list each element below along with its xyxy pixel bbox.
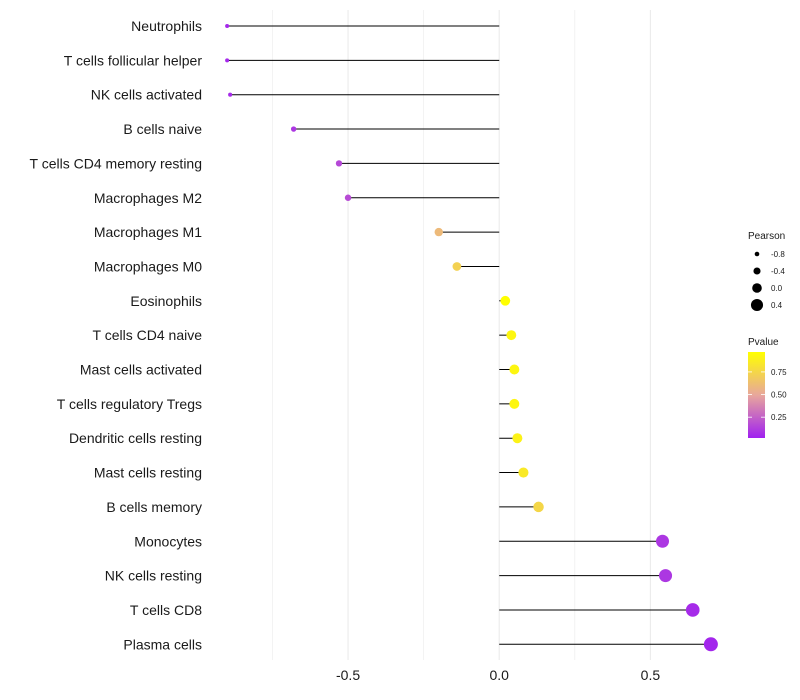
size-legend-label: 0.4: [771, 301, 783, 310]
point-layer: [225, 24, 718, 652]
size-legend-key: [752, 283, 762, 293]
size-legend-label: -0.4: [771, 267, 785, 276]
x-tick-label: 0.0: [490, 667, 510, 683]
lollipop-point: [344, 194, 352, 201]
size-legend-label: -0.8: [771, 250, 785, 259]
color-legend-title: Pvalue: [748, 337, 779, 348]
category-label: Neutrophils: [131, 18, 202, 34]
lollipop-point: [452, 262, 462, 271]
category-label: T cells follicular helper: [64, 52, 203, 68]
category-label: Macrophages M0: [94, 258, 202, 274]
lollipop-point: [225, 58, 230, 63]
size-legend: Pearson -0.8 -0.4 0.0 0.4: [748, 231, 785, 312]
category-label: B cells naive: [123, 121, 202, 137]
size-legend-label: 0.0: [771, 284, 783, 293]
lollipop-point: [703, 637, 718, 652]
category-label: T cells CD4 memory resting: [30, 155, 202, 171]
lollipop-point: [500, 295, 511, 306]
size-legend-key: [750, 298, 764, 312]
x-tick-label: -0.5: [336, 667, 360, 683]
lollipop-point: [506, 330, 517, 341]
lollipop-point: [290, 126, 297, 132]
category-label: T cells CD4 naive: [93, 327, 203, 343]
size-legend-title: Pearson: [748, 231, 785, 242]
color-legend-label: 0.25: [771, 413, 787, 422]
x-tick-label: 0.5: [641, 667, 661, 683]
color-legend-label: 0.50: [771, 391, 787, 400]
x-axis-ticks: -0.5 0.0 0.5: [336, 667, 660, 683]
category-label: Macrophages M1: [94, 224, 202, 240]
lollipop-point: [228, 92, 233, 97]
color-legend-bar: [748, 352, 765, 438]
size-legend-key: [753, 267, 761, 275]
category-label: NK cells activated: [91, 87, 202, 103]
lollipop-point: [509, 364, 520, 375]
lollipop-point: [658, 569, 673, 583]
lollipop-point: [509, 398, 520, 409]
category-label: Mast cells resting: [94, 465, 202, 481]
lollipop-point: [518, 467, 529, 478]
category-label: NK cells resting: [105, 568, 202, 584]
lollipop-point: [225, 24, 230, 28]
category-label: B cells memory: [106, 499, 202, 515]
lollipop-point: [533, 501, 544, 513]
category-label: Dendritic cells resting: [69, 430, 202, 446]
lollipop-point: [685, 603, 700, 617]
grid-layer: [272, 10, 651, 660]
category-labels: Neutrophils T cells follicular helper NK c…: [30, 18, 203, 652]
segment-layer: [227, 25, 711, 645]
category-label: Plasma cells: [123, 636, 202, 652]
category-label: Eosinophils: [130, 293, 202, 309]
lollipop-point: [512, 433, 523, 444]
lollipop-point: [656, 534, 670, 548]
color-legend: Pvalue 0.75 0.50 0.25: [748, 337, 787, 438]
category-label: Monocytes: [134, 533, 202, 549]
category-label: T cells regulatory Tregs: [57, 396, 202, 412]
category-label: Mast cells activated: [80, 362, 202, 378]
category-label: Macrophages M2: [94, 190, 202, 206]
lollipop-point: [335, 160, 343, 167]
color-legend-label: 0.75: [771, 368, 787, 377]
size-legend-key: [754, 251, 760, 257]
lollipop-point: [434, 227, 443, 237]
category-label: T cells CD8: [130, 602, 202, 618]
